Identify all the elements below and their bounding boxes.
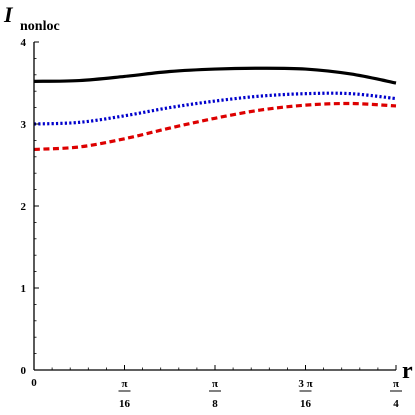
x-tick-label-numerator: π (212, 378, 218, 390)
y-tick-label: 4 (21, 37, 27, 49)
series-line-2 (33, 91, 397, 126)
x-tick-label: 0 (31, 377, 37, 389)
x-tick-label-denominator: 16 (300, 398, 312, 410)
x-tick-label-denominator: 16 (119, 398, 131, 410)
x-axis-title: r (402, 358, 413, 384)
series-line-1 (33, 66, 397, 85)
x-tick-label-denominator: 4 (393, 398, 399, 410)
x-tick-label-numerator: π (393, 378, 399, 390)
y-tick-label: 0 (21, 365, 27, 377)
y-tick-label: 2 (21, 201, 27, 213)
y-tick-label: 3 (21, 119, 27, 131)
y-tick-label: 1 (21, 283, 27, 295)
x-tick-label-denominator: 8 (212, 398, 218, 410)
ticks (33, 41, 397, 371)
y-axis-title: I (3, 2, 14, 27)
tick-labels: 0 1 2 3 4 0 π 16 π 8 3 π 16 π 4 (21, 37, 402, 410)
y-axis-title-subscript: nonloc (20, 19, 60, 34)
x-tick-label-numerator: π (121, 378, 127, 390)
x-tick-label-numerator: 3 π (298, 378, 312, 390)
axes (33, 42, 396, 371)
plot-lines (33, 66, 397, 152)
series-line-3 (33, 101, 397, 152)
